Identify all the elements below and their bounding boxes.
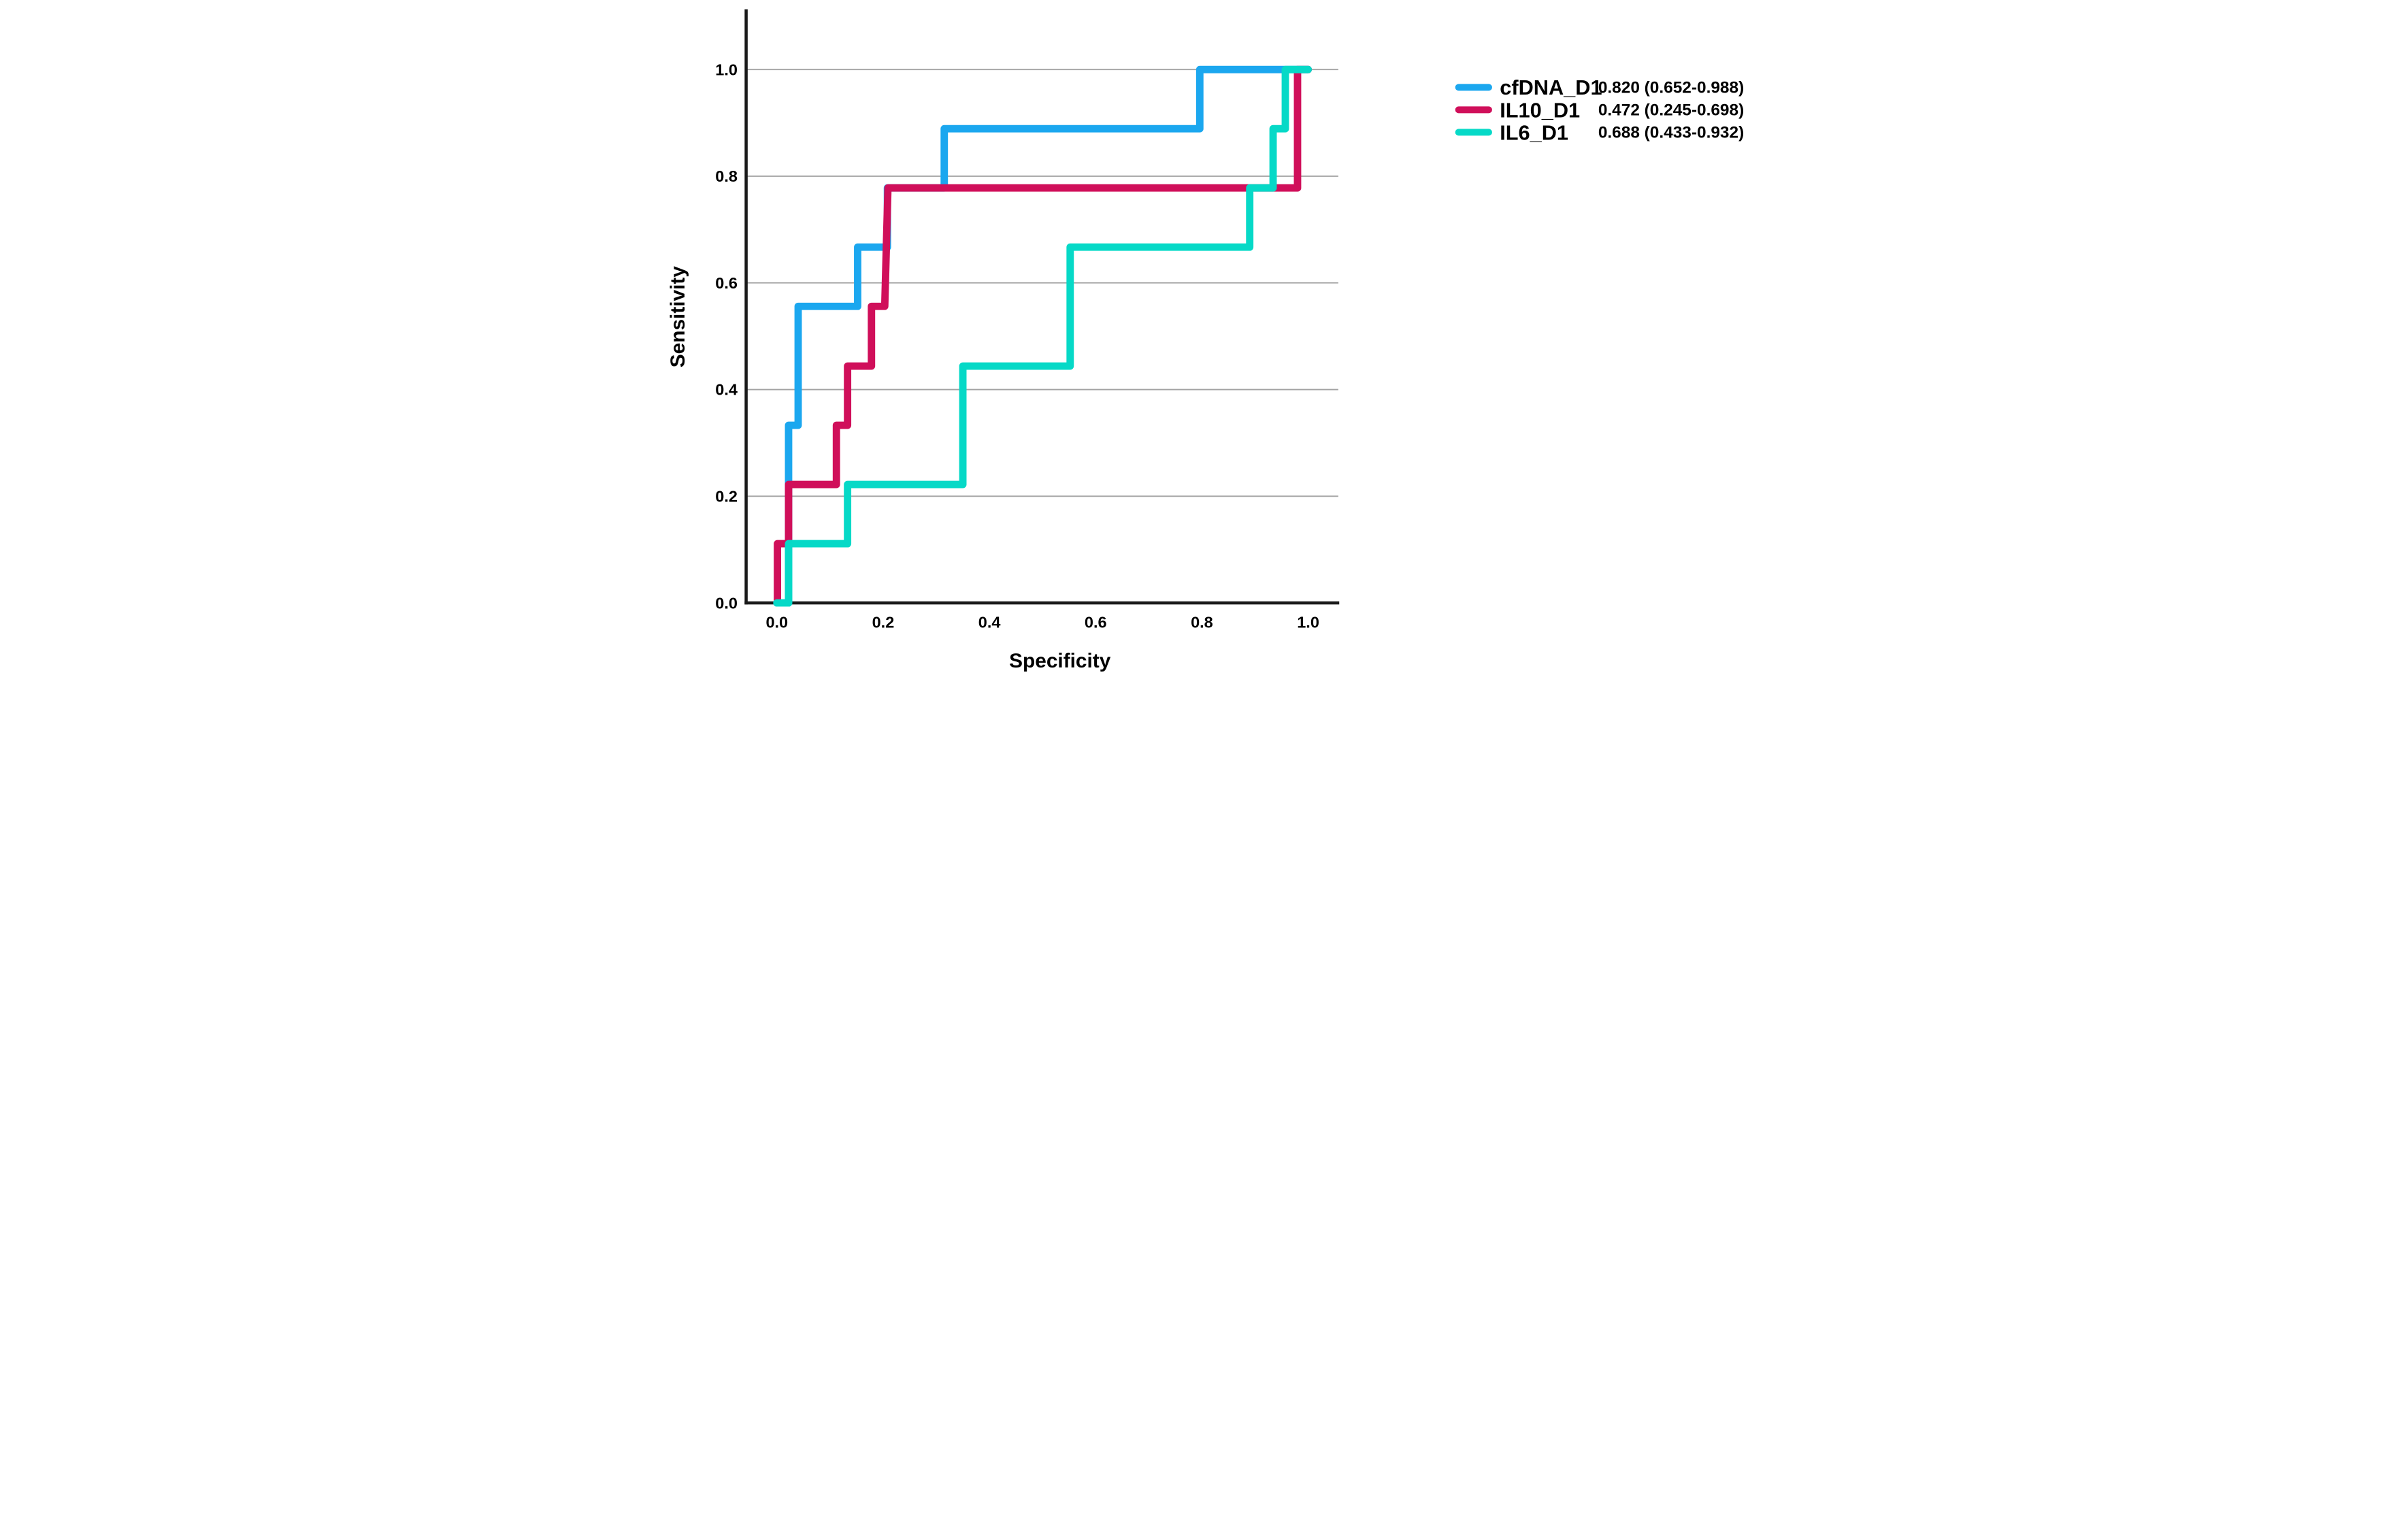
legend-auc-value: 0.472 (0.245-0.698) bbox=[1598, 101, 1743, 120]
legend-item: IL10_D1 0.472 (0.245-0.698) bbox=[1455, 98, 1744, 122]
x-axis-title: Specificity bbox=[1009, 650, 1111, 672]
legend-label: IL6_D1 bbox=[1500, 120, 1568, 144]
roc-curves bbox=[772, 65, 1312, 607]
y-tick-label: 0.4 bbox=[715, 381, 738, 399]
y-tick-label: 0.6 bbox=[715, 274, 738, 292]
legend-item: IL6_D1 0.688 (0.433-0.932) bbox=[1455, 120, 1744, 144]
y-axis-title: Sensitivity bbox=[667, 266, 689, 368]
roc-figure: 0.0 0.2 0.4 0.6 0.8 1.0 0.0 0.2 0.4 0.6 0.8 1.0 Se… bbox=[660, 0, 1749, 687]
legend-auc-value: 0.688 (0.433-0.932) bbox=[1598, 124, 1743, 142]
y-tick-label: 1.0 bbox=[715, 61, 738, 78]
chart-canvas: 0.0 0.2 0.4 0.6 0.8 1.0 0.0 0.2 0.4 0.6 0.8 1.0 Se… bbox=[667, 9, 1744, 672]
x-tick-label: 0.4 bbox=[978, 613, 1000, 631]
y-tick-label: 0.8 bbox=[715, 167, 738, 185]
y-tick-label: 0.2 bbox=[715, 487, 738, 505]
x-tick-label: 0.6 bbox=[1084, 613, 1106, 631]
legend-label: cfDNA_D1 bbox=[1500, 76, 1602, 99]
x-tick-label: 0.2 bbox=[872, 613, 894, 631]
x-tick-label: 0.0 bbox=[765, 613, 788, 631]
legend: cfDNA_D10.820 (0.652-0.988)IL10_D1 0.472 … bbox=[1455, 76, 1744, 144]
legend-swatch-il6_d1 bbox=[1455, 129, 1492, 136]
x-tick-label: 1.0 bbox=[1297, 613, 1319, 631]
y-tick-labels: 0.0 0.2 0.4 0.6 0.8 1.0 bbox=[715, 61, 738, 612]
legend-item: cfDNA_D10.820 (0.652-0.988) bbox=[1455, 76, 1744, 99]
x-tick-label: 0.8 bbox=[1191, 613, 1213, 631]
x-tick-labels: 0.0 0.2 0.4 0.6 0.8 1.0 bbox=[765, 613, 1319, 631]
legend-swatch-il10_d1 bbox=[1455, 106, 1492, 114]
legend-swatch-cfdna_d1 bbox=[1455, 84, 1492, 91]
y-tick-label: 0.0 bbox=[715, 594, 738, 612]
roc-curve-il6_d1 bbox=[772, 65, 1312, 607]
roc-curve-cfdna_d1 bbox=[772, 65, 1312, 607]
legend-label: IL10_D1 bbox=[1500, 98, 1580, 122]
roc-curve-il10_d1 bbox=[773, 65, 1312, 607]
axes bbox=[744, 9, 1339, 605]
legend-auc-value: 0.820 (0.652-0.988) bbox=[1598, 79, 1743, 97]
